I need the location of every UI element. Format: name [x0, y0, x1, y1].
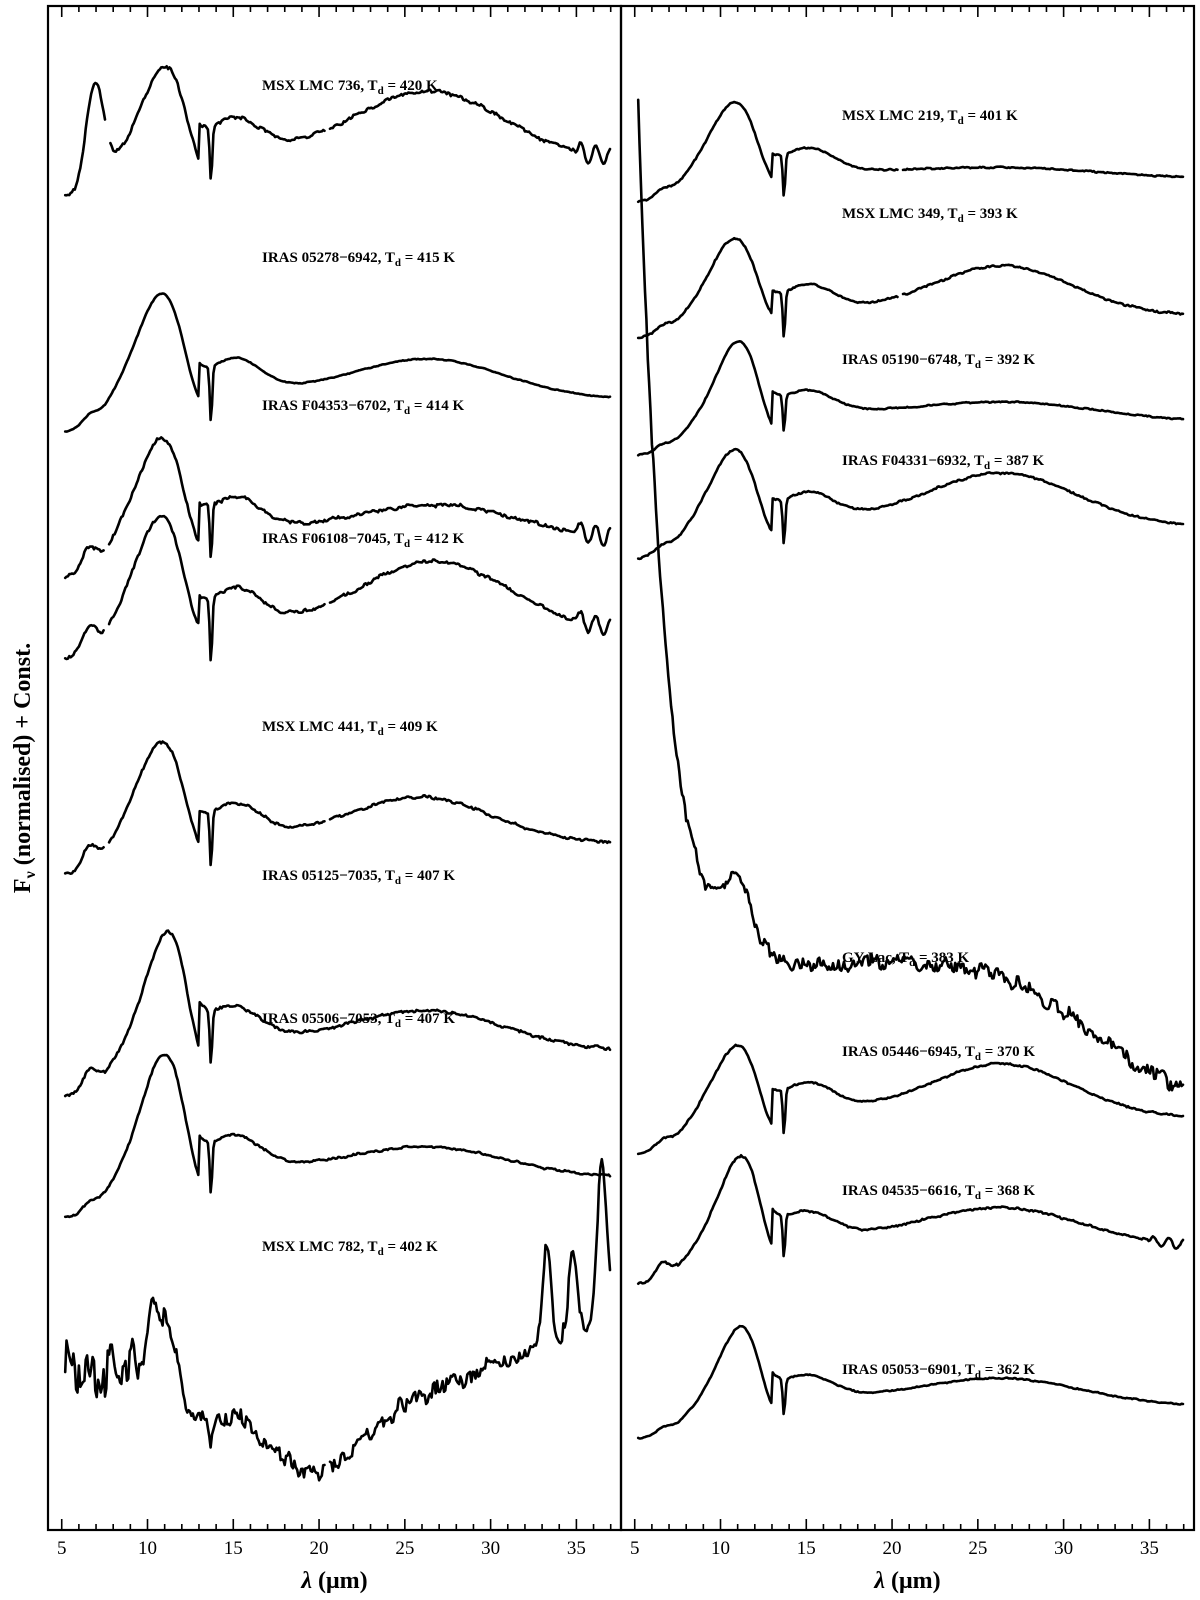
- spectrum-line-0-5: [63, 929, 612, 1098]
- series-label-1-3: IRAS F04331−6932, Td = 387 K: [842, 453, 1044, 472]
- x-tick-label: 10: [711, 1538, 730, 1559]
- x-tick-label: 5: [630, 1538, 640, 1559]
- spectrum-line-0-7: [63, 1157, 612, 1482]
- series-label-0-4: MSX LMC 441, Td = 409 K: [262, 719, 438, 738]
- series-label-0-7: MSX LMC 782, Td = 402 K: [262, 1239, 438, 1258]
- spectrum-line-1-2: [636, 340, 1185, 457]
- x-tick-label: 20: [310, 1538, 329, 1559]
- series-label-0-6: IRAS 05506−7053, Td = 407 K: [262, 1011, 455, 1030]
- x-tick-label: 25: [968, 1538, 987, 1559]
- y-axis-label: Fν (normalised) + Const.: [10, 643, 39, 893]
- x-tick-label: 30: [481, 1538, 500, 1559]
- spectrum-line-1-3: [636, 447, 1185, 561]
- x-tick-label: 30: [1054, 1538, 1073, 1559]
- x-tick-label: 15: [224, 1538, 243, 1559]
- spectrum-line-0-0: [63, 65, 612, 197]
- x-axis-label-right: λ (μm): [873, 1568, 940, 1594]
- series-label-0-2: IRAS F04353−6702, Td = 414 K: [262, 398, 464, 417]
- spectrum-line-1-1: [636, 236, 1185, 340]
- spectrum-line-1-5: [636, 1043, 1185, 1156]
- spectrum-line-0-1: [63, 292, 612, 433]
- series-label-1-0: MSX LMC 219, Td = 401 K: [842, 108, 1018, 127]
- series-label-1-2: IRAS 05190−6748, Td = 392 K: [842, 352, 1035, 371]
- left-panel-ticks: 5 10 15 20 25 30 35: [57, 6, 612, 1559]
- series-label-0-5: IRAS 05125−7035, Td = 407 K: [262, 868, 455, 887]
- right-panel-frame: [619, 4, 1196, 1532]
- left-panel-frame: [46, 4, 623, 1532]
- right-panel: 5 10 15 20 25 30 35 MSX LMC 219, Td = 401 KMSX…: [619, 4, 1196, 1559]
- spectrum-line-0-3: [63, 514, 612, 662]
- right-panel-spectra: [636, 98, 1185, 1440]
- x-tick-label: 35: [567, 1538, 586, 1559]
- spectrum-line-1-7: [636, 1324, 1185, 1440]
- left-panel-labels: MSX LMC 736, Td = 420 K IRAS 05278−6942, …: [262, 78, 464, 1258]
- spectrum-line-0-6: [63, 1053, 612, 1219]
- spectrum-line-1-4: [636, 98, 1185, 1092]
- series-label-1-4: GY Lac, Td = 383 K: [842, 950, 970, 969]
- spectrum-line-1-0: [636, 100, 1185, 204]
- series-label-1-5: IRAS 05446−6945, Td = 370 K: [842, 1044, 1035, 1063]
- x-tick-label: 15: [797, 1538, 816, 1559]
- right-panel-labels: MSX LMC 219, Td = 401 K MSX LMC 349, Td =…: [842, 108, 1044, 1381]
- x-tick-label: 25: [395, 1538, 414, 1559]
- series-label-0-1: IRAS 05278−6942, Td = 415 K: [262, 250, 455, 269]
- left-panel: 5 10 15 20 25 30 35 MSX LMC 736, Td = 420 K IRA…: [46, 4, 623, 1559]
- x-axis-label-left: λ (μm): [300, 1568, 367, 1594]
- spectrum-line-0-2: [63, 436, 612, 580]
- x-tick-label: 10: [138, 1538, 157, 1559]
- series-label-1-7: IRAS 05053−6901, Td = 362 K: [842, 1362, 1035, 1381]
- series-label-1-1: MSX LMC 349, Td = 393 K: [842, 206, 1018, 225]
- x-tick-label: 20: [883, 1538, 902, 1559]
- right-panel-ticks: 5 10 15 20 25 30 35: [630, 6, 1185, 1559]
- series-label-0-3: IRAS F06108−7045, Td = 412 K: [262, 531, 464, 550]
- spectrum-line-0-4: [63, 740, 612, 875]
- spectrum-line-1-6: [636, 1154, 1185, 1285]
- x-tick-label: 5: [57, 1538, 67, 1559]
- left-panel-spectra: [63, 65, 612, 1482]
- series-label-1-6: IRAS 04535−6616, Td = 368 K: [842, 1183, 1035, 1202]
- series-label-0-0: MSX LMC 736, Td = 420 K: [262, 78, 438, 97]
- x-tick-label: 35: [1140, 1538, 1159, 1559]
